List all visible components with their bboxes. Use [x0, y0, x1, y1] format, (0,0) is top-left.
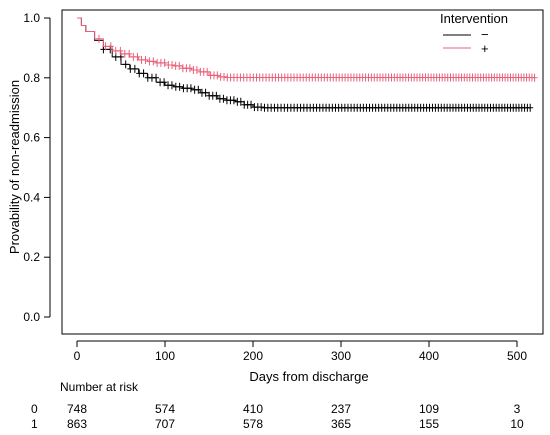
x-tick-label: 0	[74, 349, 81, 363]
risk-table: Number at risk 0 1 748 574 410 237 109 3 863 70…	[31, 380, 524, 431]
x-axis: 0 100 200 300 400 500	[74, 340, 527, 363]
censor-mark	[213, 91, 220, 100]
censor-mark	[161, 78, 168, 87]
legend: Intervention − +	[440, 11, 508, 56]
risk-group-0-label: 0	[31, 402, 38, 416]
censor-mark	[204, 67, 211, 76]
risk-table-title: Number at risk	[60, 380, 139, 394]
y-tick-label: 0.6	[23, 131, 40, 145]
censor-mark	[142, 55, 149, 64]
censor-mark	[195, 85, 202, 94]
legend-title: Intervention	[440, 11, 508, 26]
x-tick-label: 100	[155, 349, 175, 363]
censor-mark	[102, 42, 109, 51]
legend-label-minus: −	[481, 27, 489, 42]
risk-count: 10	[510, 417, 524, 431]
series-group	[77, 17, 538, 112]
censor-mark	[193, 66, 200, 75]
y-tick-label: 1.0	[23, 11, 40, 25]
censor-mark	[230, 96, 237, 105]
x-tick-label: 300	[331, 349, 351, 363]
y-tick-label: 0.2	[23, 250, 40, 264]
x-tick-label: 400	[419, 349, 439, 363]
legend-label-plus: +	[481, 41, 489, 56]
risk-count: 237	[331, 402, 351, 416]
censor-mark	[117, 46, 124, 55]
risk-group-1-label: 1	[31, 417, 38, 431]
y-tick-label: 0.8	[23, 71, 40, 85]
series-0	[77, 17, 534, 112]
censor-mark	[126, 49, 133, 58]
censor-mark	[248, 100, 255, 109]
y-tick-label: 0.0	[23, 310, 40, 324]
censor-mark	[169, 60, 176, 69]
risk-count: 863	[67, 417, 87, 431]
censor-mark	[202, 88, 209, 97]
censor-mark	[220, 72, 227, 81]
censor-mark	[176, 61, 183, 70]
x-tick-label: 500	[507, 349, 527, 363]
censor-mark	[527, 103, 534, 112]
risk-count: 109	[419, 402, 439, 416]
censor-mark	[161, 58, 168, 67]
risk-count: 574	[155, 402, 175, 416]
censor-mark	[237, 97, 244, 106]
censor-mark	[131, 64, 138, 73]
censor-mark	[107, 42, 114, 51]
censor-mark	[186, 64, 193, 73]
plot-frame	[61, 9, 544, 335]
censor-mark	[258, 103, 265, 112]
censor-mark	[220, 94, 227, 103]
risk-count: 365	[331, 417, 351, 431]
risk-count: 707	[155, 417, 175, 431]
censor-mark	[214, 71, 221, 80]
censor-mark	[134, 52, 141, 61]
risk-count: 3	[514, 402, 521, 416]
series-line	[77, 17, 531, 109]
risk-count: 410	[243, 402, 263, 416]
censor-mark	[176, 82, 183, 91]
censor-mark	[153, 73, 160, 82]
censor-mark	[96, 34, 102, 43]
censor-mark	[150, 57, 157, 66]
series-1	[77, 17, 538, 82]
censor-mark	[140, 69, 147, 78]
censor-mark	[187, 84, 194, 93]
risk-count: 578	[243, 417, 263, 431]
x-axis-title: Days from discharge	[249, 369, 368, 384]
x-tick-label: 200	[243, 349, 263, 363]
risk-count: 748	[67, 402, 87, 416]
censor-mark	[168, 81, 175, 90]
y-axis: 0.0 0.2 0.4 0.6 0.8 1.0	[23, 11, 51, 324]
risk-count: 155	[419, 417, 439, 431]
y-axis-title: Provability of non-readmission	[7, 80, 22, 254]
censor-mark	[122, 60, 129, 69]
censor-mark	[531, 73, 538, 82]
y-tick-label: 0.4	[23, 190, 40, 204]
